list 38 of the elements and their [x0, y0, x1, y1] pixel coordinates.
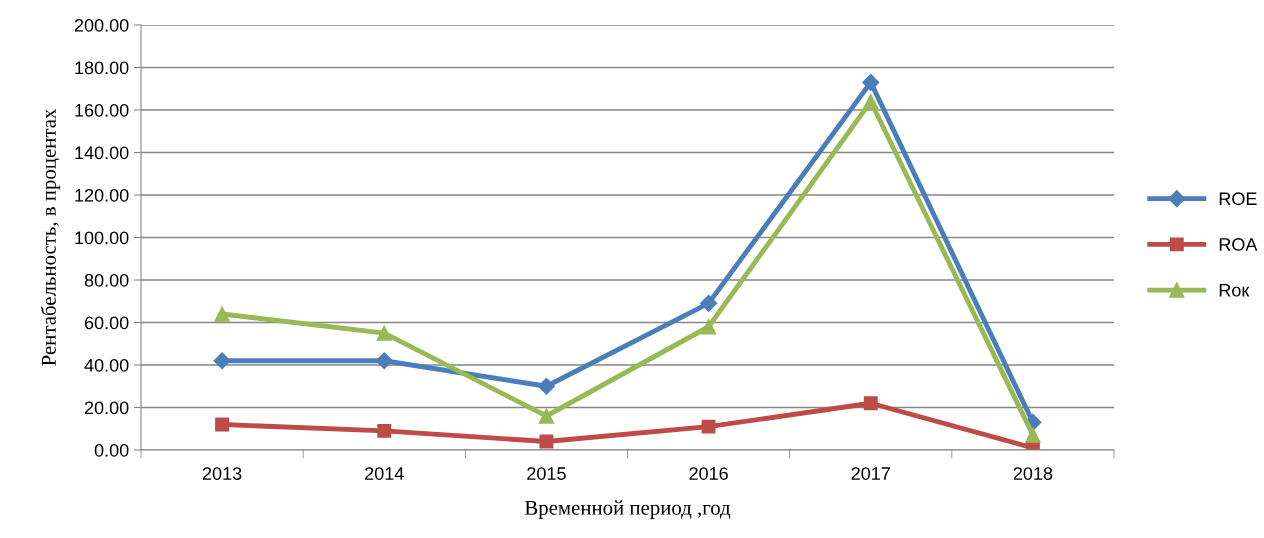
- y-tick-label: 120.00: [75, 188, 129, 202]
- point: [375, 352, 393, 370]
- point: [862, 73, 880, 91]
- y-tick-label: 140.00: [75, 146, 129, 160]
- point: [538, 408, 555, 424]
- legend-label: ROA: [1219, 238, 1258, 251]
- x-tick-label: 2018: [1013, 467, 1053, 480]
- point: [376, 325, 392, 341]
- x-tick-label: 2014: [365, 467, 404, 480]
- point: [214, 306, 230, 322]
- point: [700, 294, 718, 312]
- y-tick-label: 20.00: [84, 401, 129, 415]
- point: [537, 377, 555, 395]
- y-tick-label: 0.00: [94, 443, 129, 457]
- point: [700, 319, 717, 335]
- y-tick-label: 180.00: [75, 61, 129, 75]
- point: [215, 417, 230, 432]
- y-tick-label: 80.00: [84, 273, 129, 287]
- point: [1025, 427, 1041, 443]
- legend-label: ROE: [1219, 192, 1257, 206]
- point: [539, 434, 554, 449]
- y-axis-title: Рентабельность, в процентах: [40, 108, 61, 366]
- point: [377, 423, 392, 438]
- y-tick-label: 100.00: [75, 231, 129, 245]
- y-tick-label: 40.00: [84, 358, 129, 372]
- y-tick-label: 60.00: [84, 316, 129, 330]
- legend-label: Rок: [1219, 283, 1250, 297]
- y-tick-label: 160.00: [75, 103, 129, 117]
- x-tick-label: 2016: [689, 467, 728, 480]
- point: [213, 352, 231, 370]
- point: [863, 93, 879, 110]
- x-axis-title: Временной период ,год: [524, 500, 731, 520]
- x-tick-label: 2015: [527, 467, 566, 480]
- point: [863, 396, 878, 411]
- y-tick-label: 200.00: [74, 18, 129, 32]
- point: [701, 419, 716, 434]
- x-tick-label: 2017: [851, 467, 890, 480]
- x-tick-label: 2013: [202, 467, 242, 480]
